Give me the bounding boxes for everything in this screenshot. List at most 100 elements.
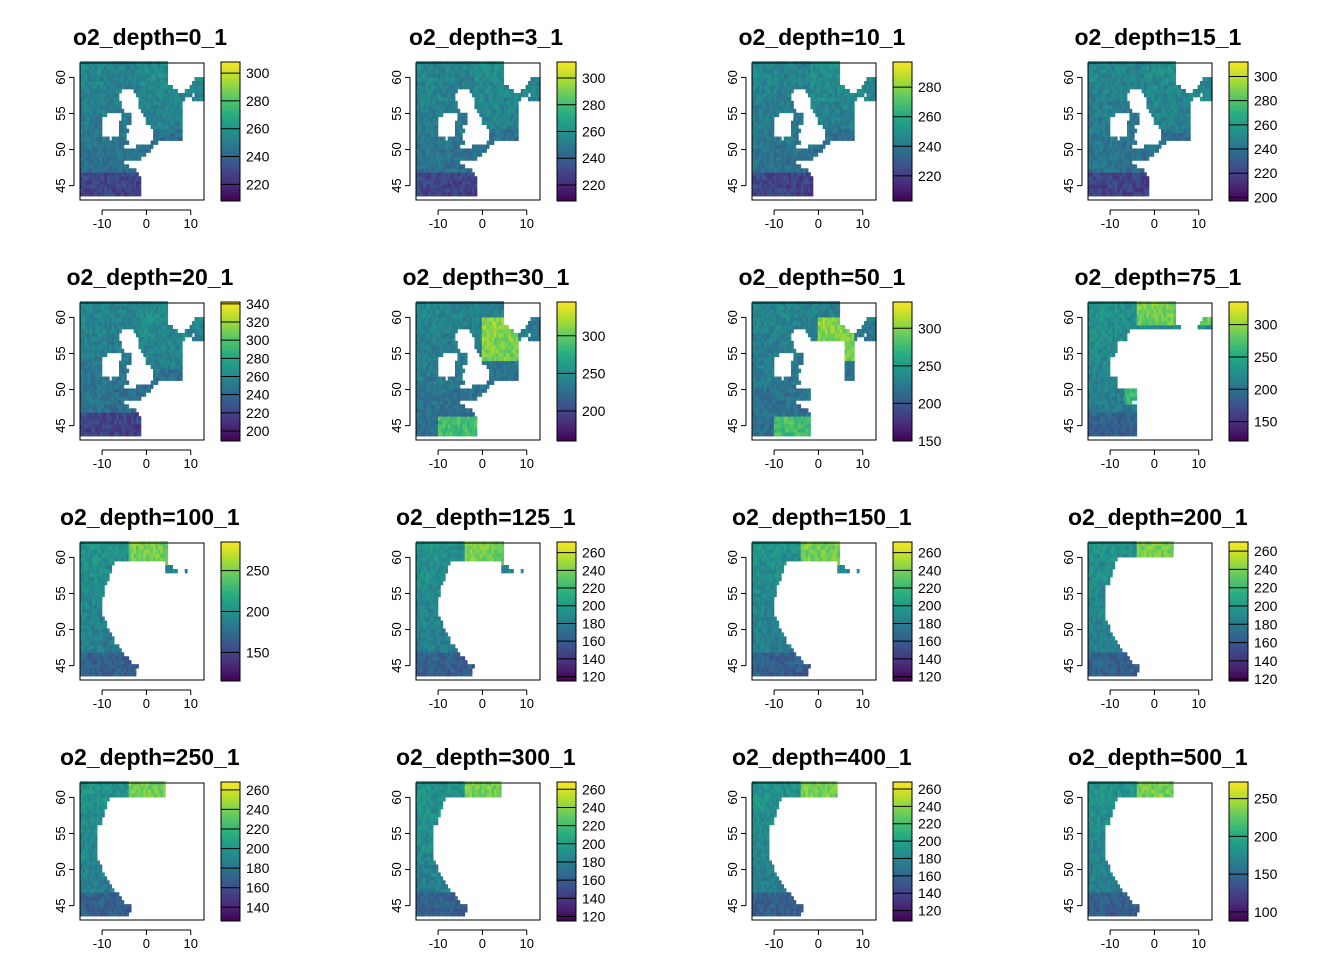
raster-cell [433,132,436,137]
raster-cell [829,65,833,70]
raster-cell [94,380,98,385]
raster-cell [842,100,845,106]
raster-cell [786,160,789,165]
raster-cell [1114,184,1118,189]
raster-cell [462,168,466,173]
raster-cell [771,84,775,90]
raster-cell [133,176,137,181]
raster-cell [80,328,83,334]
raster-cell [759,96,763,102]
raster-cell [128,77,132,82]
raster-cell [118,420,122,425]
raster-cell [80,184,83,189]
raster-cell [766,180,770,185]
raster-cell [174,128,178,133]
raster-cell [89,332,93,338]
raster-cell [109,168,113,173]
raster-cell [1126,144,1130,149]
raster-cell [837,128,841,133]
raster-cell [97,180,100,185]
raster-cell [489,124,492,130]
raster-cell [793,84,797,90]
raster-cell [80,340,83,346]
raster-cell [766,112,770,118]
raster-cell [84,188,88,193]
raster-cell [1144,188,1147,193]
raster-cell [452,77,456,82]
raster-cell [778,84,782,90]
raster-cell [773,180,777,185]
raster-cell [1090,108,1094,114]
raster-cell [148,96,152,102]
raster-cell [128,424,132,429]
raster-cell [199,92,203,98]
raster-cell [104,336,108,342]
raster-cell [1105,132,1108,137]
raster-cell [450,92,453,98]
raster-cell [1107,65,1111,70]
raster-cell [153,73,156,78]
raster-cell [1141,148,1145,153]
raster-cell [1124,160,1128,165]
raster-cells [80,301,205,437]
raster-cell [82,128,86,133]
raster-cell [486,65,490,70]
raster-cell [496,128,500,133]
raster-cell [481,112,485,118]
raster-cell [1095,172,1099,177]
raster-cell [92,77,96,82]
raster-cell [805,176,809,181]
raster-cell [104,408,108,413]
raster-cell [506,116,509,122]
raster-cell [442,96,446,102]
raster-cell [759,144,763,149]
raster-cell [1102,81,1106,86]
raster-cell [1173,65,1177,70]
raster-cell [754,148,758,153]
raster-cell [104,69,108,74]
raster-cell [1117,184,1121,189]
raster-cell [803,168,806,173]
raster-cell [1163,140,1167,145]
raster-cell [1107,156,1111,161]
raster-cell [752,124,755,130]
raster-cell [118,148,122,153]
raster-cell [1158,88,1162,94]
raster-cell [469,65,473,70]
raster-cell [447,140,451,145]
raster-cell [179,96,183,102]
raster-cell [87,112,91,118]
raster-cell [104,140,108,145]
raster-cell [111,104,115,110]
raster-cell [126,432,130,437]
raster-cell [423,172,427,177]
raster-cell [99,88,103,94]
raster-cell [92,428,96,433]
raster-cell [87,372,91,377]
raster-cell [849,120,853,126]
raster-cell [89,309,93,314]
raster-cell [80,396,83,401]
raster-cell [822,73,826,78]
raster-cell [104,412,108,417]
raster-cell [92,108,96,114]
raster-cell [82,348,86,354]
raster-cell [1126,136,1130,141]
raster-cell [104,420,108,425]
raster-cell [1161,140,1164,145]
raster-cell [454,132,458,137]
raster-cell [769,184,772,189]
raster-cell [754,116,758,122]
raster-cell [1161,136,1164,141]
raster-cell [800,73,804,78]
raster-cell [116,73,120,78]
raster-cell [513,108,517,114]
raster-cell [445,73,449,78]
raster-cell [501,92,505,98]
raster-cell [420,184,424,189]
raster-cell [420,160,424,165]
raster-cell [842,104,845,110]
raster-cell [82,420,86,425]
raster-cell [489,128,492,133]
raster-cell [754,108,758,114]
